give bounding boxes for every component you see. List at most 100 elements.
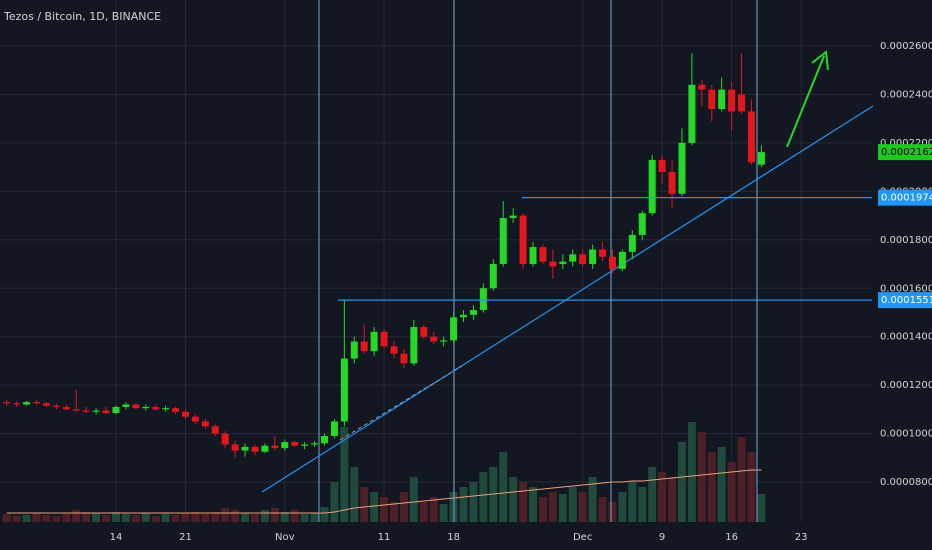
volume-bar (548, 492, 557, 522)
candle-body (479, 288, 487, 311)
candle-body (23, 402, 31, 405)
candle-body (132, 404, 140, 409)
candle-body (360, 341, 368, 352)
candle-body (757, 152, 765, 165)
candle-body (539, 247, 547, 262)
candle-body (579, 254, 587, 265)
candle-body (658, 159, 666, 172)
volume-bar (727, 462, 736, 522)
chart-title: Tezos / Bitcoin, 1D, BINANCE (3, 10, 161, 23)
candle-body (549, 261, 557, 267)
volume-bar (201, 514, 210, 522)
candle-body (608, 256, 616, 269)
volume-bar (141, 513, 150, 522)
y-tick-label: 0.0001000 (880, 429, 932, 440)
volume-bar (419, 502, 428, 522)
candle-body (211, 426, 219, 434)
candle-body (440, 340, 448, 342)
candle-body (370, 331, 378, 352)
volume-bar (529, 487, 538, 522)
candle-body (519, 215, 527, 265)
candle-body (281, 442, 289, 449)
y-tick-label: 0.0001800 (880, 235, 932, 246)
volume-bar (538, 497, 547, 522)
x-tick-label: Nov (275, 532, 295, 543)
candle-body (628, 234, 636, 252)
volume-bar (171, 515, 180, 522)
candle-body (350, 341, 358, 359)
volume-bar (588, 477, 597, 522)
volume-bar (469, 482, 478, 522)
candle-body (410, 327, 418, 364)
x-tick-label: Dec (573, 532, 592, 543)
x-tick-label: 16 (725, 532, 738, 543)
volume-bar (131, 515, 140, 522)
candle-body (52, 405, 60, 407)
candle-body (728, 89, 736, 112)
candle-body (678, 142, 686, 194)
candle-body (241, 446, 249, 451)
y-tick-label: 0.0000800 (880, 477, 932, 488)
candle-body (469, 310, 477, 315)
candle-body (450, 317, 458, 341)
volume-bar (608, 502, 617, 522)
volume-bar (12, 516, 21, 522)
y-tick-label: 0.0001200 (880, 380, 932, 391)
volume-bar (52, 516, 61, 522)
volume-bar (231, 510, 240, 522)
volume-bar (2, 514, 11, 522)
volume-bar (618, 492, 627, 522)
candle-body (489, 264, 497, 289)
volume-bar (62, 514, 71, 522)
y-tick-label: 0.0002600 (880, 41, 932, 52)
level-label-box (878, 189, 932, 206)
arrow (786, 55, 825, 148)
candle-body (380, 331, 388, 347)
candle-body (747, 111, 755, 163)
candle-body (62, 406, 70, 410)
volume-bar (568, 487, 577, 522)
volume-bar (737, 437, 746, 522)
price-axis: 0.0000800 0.0001000 0.0001200 0.0001400 0.00… (110, 41, 932, 543)
arrow-head (811, 50, 829, 71)
volume-bar (280, 512, 289, 522)
candle-body (3, 402, 11, 404)
volume-bar (429, 497, 438, 522)
candle-body (708, 89, 716, 110)
candle-body (311, 443, 319, 445)
volume-pane (2, 422, 766, 522)
x-tick-label: 14 (110, 532, 123, 543)
candle-body (569, 254, 577, 262)
y-tick-label: 0.0001600 (880, 283, 932, 294)
candle-body (618, 251, 626, 269)
candle-body (82, 410, 90, 412)
volume-bar (628, 482, 637, 522)
candle-body (92, 410, 100, 412)
candle-body (122, 404, 130, 407)
candle-body (201, 421, 209, 427)
candle-body (172, 408, 180, 412)
last-price-label: 0.0002162 (881, 147, 932, 158)
volume-bar (668, 477, 677, 522)
candle-body (688, 84, 696, 143)
candle-body (33, 402, 41, 404)
candle-body (599, 249, 607, 257)
volume-bar (290, 510, 299, 522)
volume-bar (677, 442, 686, 522)
candle-body (42, 403, 50, 406)
volume-bar (409, 477, 418, 522)
candle-body (320, 436, 328, 444)
candle-body (102, 410, 110, 413)
candle-body (340, 358, 348, 422)
candle-body (72, 409, 80, 411)
candle-body (420, 327, 428, 337)
candle-body (112, 406, 120, 413)
volume-bar (111, 512, 120, 522)
volume-bar (191, 512, 200, 522)
volume-bar (330, 482, 339, 522)
volume-bar (459, 487, 468, 522)
candle-body (330, 421, 338, 437)
volume-bar (707, 452, 716, 522)
volume-bar (479, 472, 488, 522)
